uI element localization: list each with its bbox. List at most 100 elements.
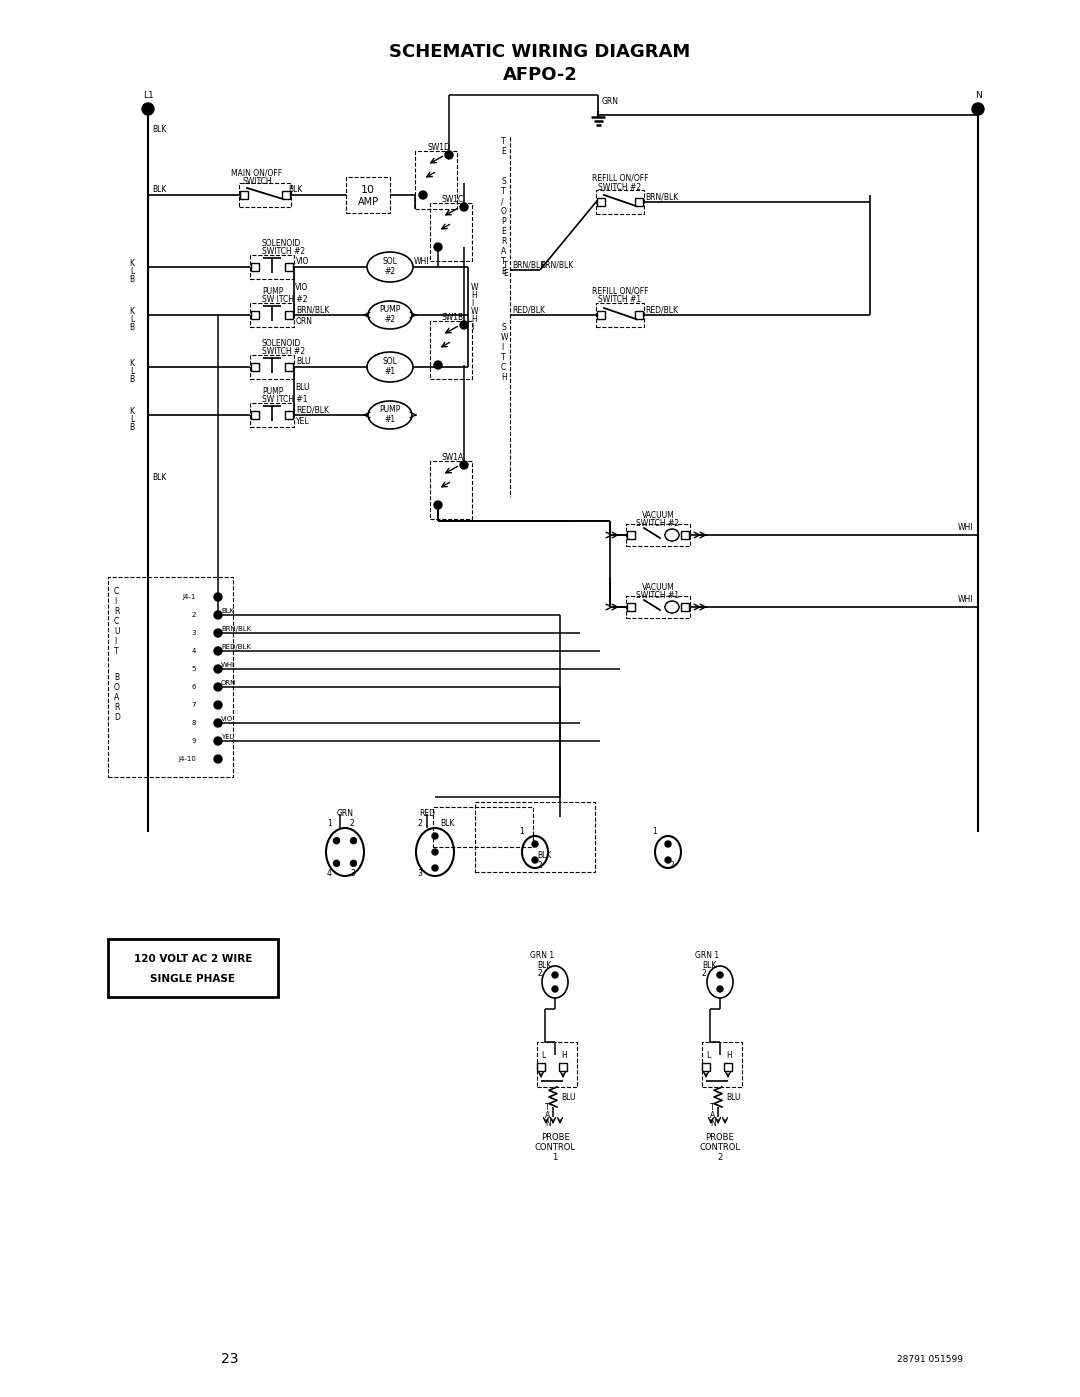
Text: O: O xyxy=(501,208,507,217)
Circle shape xyxy=(681,604,688,610)
Text: SW ITCH #1: SW ITCH #1 xyxy=(262,394,308,404)
Text: BRN/BLK: BRN/BLK xyxy=(221,626,252,631)
Circle shape xyxy=(460,461,468,469)
Text: O: O xyxy=(114,683,120,692)
Text: I: I xyxy=(471,324,473,332)
Text: A: A xyxy=(501,247,507,257)
Text: A: A xyxy=(545,1111,550,1119)
Text: BLK: BLK xyxy=(152,186,166,194)
Circle shape xyxy=(419,191,427,198)
Bar xyxy=(627,531,635,539)
Bar xyxy=(108,939,278,997)
Text: SOL: SOL xyxy=(382,356,397,366)
Text: K: K xyxy=(130,407,135,415)
Text: 23: 23 xyxy=(221,1352,239,1366)
Bar xyxy=(596,190,644,214)
Text: #1: #1 xyxy=(384,367,395,377)
Text: C: C xyxy=(501,362,507,372)
Text: SWITCH #1: SWITCH #1 xyxy=(598,296,642,305)
Text: B: B xyxy=(130,323,135,331)
Text: 4: 4 xyxy=(327,869,332,879)
Text: I: I xyxy=(471,299,473,307)
Bar xyxy=(559,1063,567,1071)
Text: BRN/BLK: BRN/BLK xyxy=(296,306,329,314)
Text: BLK: BLK xyxy=(537,852,552,861)
Circle shape xyxy=(434,360,442,369)
Circle shape xyxy=(445,151,453,159)
Circle shape xyxy=(725,1065,731,1070)
Bar xyxy=(597,198,605,205)
Text: E: E xyxy=(501,148,505,156)
Circle shape xyxy=(717,986,723,992)
Ellipse shape xyxy=(368,401,411,429)
Text: PUMP: PUMP xyxy=(262,286,283,296)
Circle shape xyxy=(434,502,442,509)
Bar xyxy=(346,177,390,212)
Text: L: L xyxy=(541,1051,545,1059)
Text: R: R xyxy=(501,237,507,246)
Text: E: E xyxy=(501,267,505,277)
Text: BLU: BLU xyxy=(295,383,310,391)
Circle shape xyxy=(334,838,339,844)
Text: 9: 9 xyxy=(191,738,195,745)
Text: WHI: WHI xyxy=(958,522,973,531)
Text: BRN/BLK: BRN/BLK xyxy=(540,260,573,270)
Circle shape xyxy=(252,312,258,319)
Text: K: K xyxy=(130,306,135,316)
Text: 2: 2 xyxy=(670,862,675,870)
Circle shape xyxy=(286,412,292,418)
Text: 5: 5 xyxy=(191,666,195,672)
Text: A: A xyxy=(710,1111,715,1119)
Text: RED/BLK: RED/BLK xyxy=(512,306,545,314)
Text: T: T xyxy=(501,257,505,267)
Circle shape xyxy=(252,412,258,418)
Text: N: N xyxy=(710,1119,716,1127)
Circle shape xyxy=(214,610,222,619)
Text: RED/BLK: RED/BLK xyxy=(221,644,251,650)
Text: 10: 10 xyxy=(361,184,375,196)
Text: BLK: BLK xyxy=(152,472,166,482)
Circle shape xyxy=(214,701,222,710)
Text: I: I xyxy=(114,597,117,605)
Text: T: T xyxy=(501,187,505,197)
Text: 120 VOLT AC 2 WIRE: 120 VOLT AC 2 WIRE xyxy=(134,954,253,964)
Bar xyxy=(635,198,643,205)
Text: SW1D: SW1D xyxy=(427,142,450,151)
Text: RED/BLK: RED/BLK xyxy=(645,306,678,314)
Text: W: W xyxy=(471,307,478,317)
Text: S: S xyxy=(501,177,505,187)
Text: R: R xyxy=(114,606,120,616)
Text: SWITCH #2: SWITCH #2 xyxy=(262,346,306,355)
Text: WHI: WHI xyxy=(221,662,235,668)
Circle shape xyxy=(252,365,258,370)
Text: SOLENOID: SOLENOID xyxy=(262,338,301,348)
Text: SOLENOID: SOLENOID xyxy=(262,239,301,247)
Text: S: S xyxy=(501,323,505,331)
Bar xyxy=(285,363,293,372)
Text: J4-10: J4-10 xyxy=(178,756,195,761)
Circle shape xyxy=(532,841,538,847)
Text: BLK: BLK xyxy=(702,961,716,970)
Circle shape xyxy=(214,592,222,601)
Circle shape xyxy=(703,1065,708,1070)
Bar xyxy=(724,1063,732,1071)
Text: 2: 2 xyxy=(417,820,422,828)
Circle shape xyxy=(214,629,222,637)
Text: PUMP: PUMP xyxy=(262,387,283,395)
Circle shape xyxy=(432,849,438,855)
Text: E: E xyxy=(503,270,508,278)
Circle shape xyxy=(717,972,723,978)
Text: SWITCH #2: SWITCH #2 xyxy=(636,518,679,528)
Circle shape xyxy=(972,103,984,115)
Text: VACUUM: VACUUM xyxy=(642,583,674,591)
Ellipse shape xyxy=(542,965,568,997)
Text: A: A xyxy=(114,693,119,701)
Text: BLK: BLK xyxy=(440,820,455,828)
Text: CONTROL: CONTROL xyxy=(700,1143,741,1151)
Text: R: R xyxy=(114,703,120,711)
Bar xyxy=(627,604,635,610)
Circle shape xyxy=(665,856,671,863)
Text: BLU: BLU xyxy=(726,1092,741,1101)
Bar xyxy=(251,312,259,319)
Text: T: T xyxy=(501,352,505,362)
